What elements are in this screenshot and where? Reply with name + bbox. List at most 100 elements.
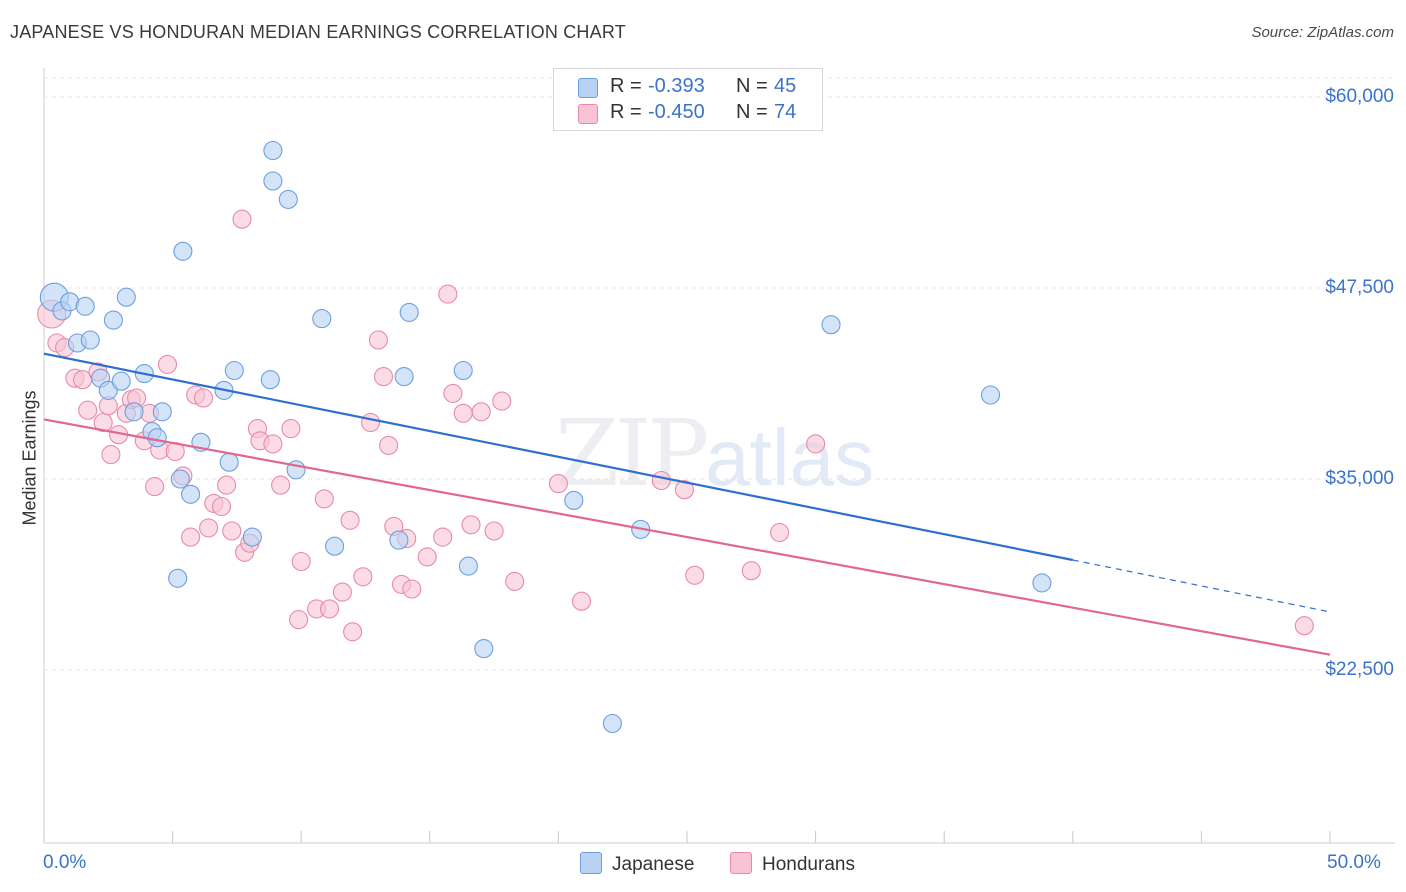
japanese-point (263, 171, 283, 191)
hondurans-point (361, 412, 381, 433)
y-tick-label-60000: $60,000 (1325, 86, 1394, 107)
hondurans-point (417, 547, 437, 567)
y-tick-label-47500: $47,500 (1325, 277, 1394, 298)
hondurans-point (340, 510, 360, 530)
hondurans-trend-line (43, 418, 1331, 656)
japanese-point (98, 380, 118, 400)
bottom-legend-hondurans[interactable]: Hondurans (730, 852, 855, 876)
japanese-legend-swatch (580, 852, 602, 874)
japanese-point (170, 469, 190, 489)
hondurans-point (368, 330, 388, 350)
japanese-point (147, 428, 167, 448)
source-label: Source: ZipAtlas.com (1251, 24, 1394, 41)
hondurans-point (453, 403, 473, 423)
japanese-swatch (578, 78, 598, 98)
hondurans-point (211, 496, 232, 517)
hondurans-point (571, 591, 592, 611)
y-tick-label-35000: $35,000 (1325, 468, 1394, 489)
japanese-point (312, 309, 332, 329)
japanese-point (260, 370, 280, 390)
japanese-point (181, 484, 201, 504)
y-tick-label-22500: $22,500 (1325, 659, 1394, 680)
japanese-point (103, 310, 123, 330)
japanese-point (173, 241, 193, 261)
japanese-point (325, 536, 345, 556)
hondurans-point (443, 383, 463, 403)
bottom-legend-japanese[interactable]: Japanese (580, 852, 694, 876)
hondurans-point (281, 419, 301, 439)
japanese-point (564, 490, 584, 510)
hondurans-point (373, 367, 394, 387)
japanese-point (111, 371, 131, 391)
x-tick-label-min: 0.0% (43, 852, 87, 873)
hondurans-swatch (578, 104, 598, 124)
hondurans-point (263, 434, 283, 454)
watermark-atlas: atlas (705, 413, 875, 502)
hondurans-n-value: 74 (774, 101, 797, 123)
hondurans-point (548, 474, 568, 494)
japanese-point (389, 530, 409, 550)
hondurans-point (78, 400, 98, 420)
japanese-point (168, 568, 188, 588)
japanese-point (980, 385, 1001, 405)
hondurans-point (492, 391, 512, 411)
hondurans-point (433, 527, 453, 547)
hondurans-point (199, 518, 219, 538)
x-tick-label-max: 50.0% (1327, 852, 1381, 873)
r-label: R = (610, 101, 642, 123)
hondurans-point (379, 435, 399, 455)
n-label: N = (736, 75, 768, 97)
hondurans-point (651, 470, 671, 491)
n-label: N = (736, 101, 768, 123)
japanese-point (80, 330, 100, 350)
hondurans-point (291, 551, 311, 572)
chart-title: JAPANESE VS HONDURAN MEDIAN EARNINGS COR… (10, 22, 626, 42)
hondurans-point (217, 475, 237, 495)
japanese-point (263, 140, 283, 161)
japanese-n-value: 45 (774, 75, 797, 97)
hondurans-point (402, 579, 422, 599)
japanese-point (224, 360, 244, 381)
japanese-point (821, 315, 841, 335)
hondurans-point (271, 475, 291, 495)
hondurans-point (145, 477, 165, 497)
hondurans-legend-swatch (730, 852, 752, 874)
hondurans-point (438, 284, 458, 304)
japanese-point (453, 360, 473, 381)
japanese-point (116, 287, 136, 307)
y-axis-label: Median Earnings (19, 390, 40, 526)
hondurans-point (674, 480, 694, 500)
hondurans-point (101, 445, 121, 465)
japanese-point (399, 302, 419, 322)
japanese-point (1032, 573, 1052, 593)
hondurans-point (806, 434, 826, 454)
hondurans-point (343, 622, 363, 642)
hondurans-point (471, 402, 491, 422)
hondurans-point (232, 209, 252, 229)
hondurans-point (505, 571, 525, 591)
japanese-point (278, 189, 298, 209)
japanese-r-value: -0.393 (648, 75, 705, 97)
hondurans-point (193, 388, 214, 408)
hondurans-point (319, 599, 340, 619)
japanese-trend-line (43, 352, 1074, 562)
correlation-legend: R = -0.393 N = 45 R = -0.450 N = 74 (553, 68, 823, 131)
r-label: R = (610, 75, 642, 97)
japanese-trend-extension (1072, 559, 1331, 613)
japanese-point (242, 527, 262, 547)
hondurans-point (222, 521, 242, 541)
hondurans-point (314, 489, 334, 509)
japanese-point (602, 713, 622, 734)
japanese-point (474, 639, 494, 659)
japanese-point (75, 296, 95, 316)
hondurans-point (685, 565, 705, 585)
japanese-point (219, 452, 239, 472)
hondurans-point (484, 521, 504, 541)
hondurans-point (157, 354, 178, 374)
hondurans-point (332, 582, 352, 602)
hondurans-r-value: -0.450 (648, 101, 705, 123)
hondurans-point (741, 561, 761, 581)
hondurans-legend-label: Hondurans (762, 854, 855, 875)
hondurans-point (770, 522, 790, 543)
